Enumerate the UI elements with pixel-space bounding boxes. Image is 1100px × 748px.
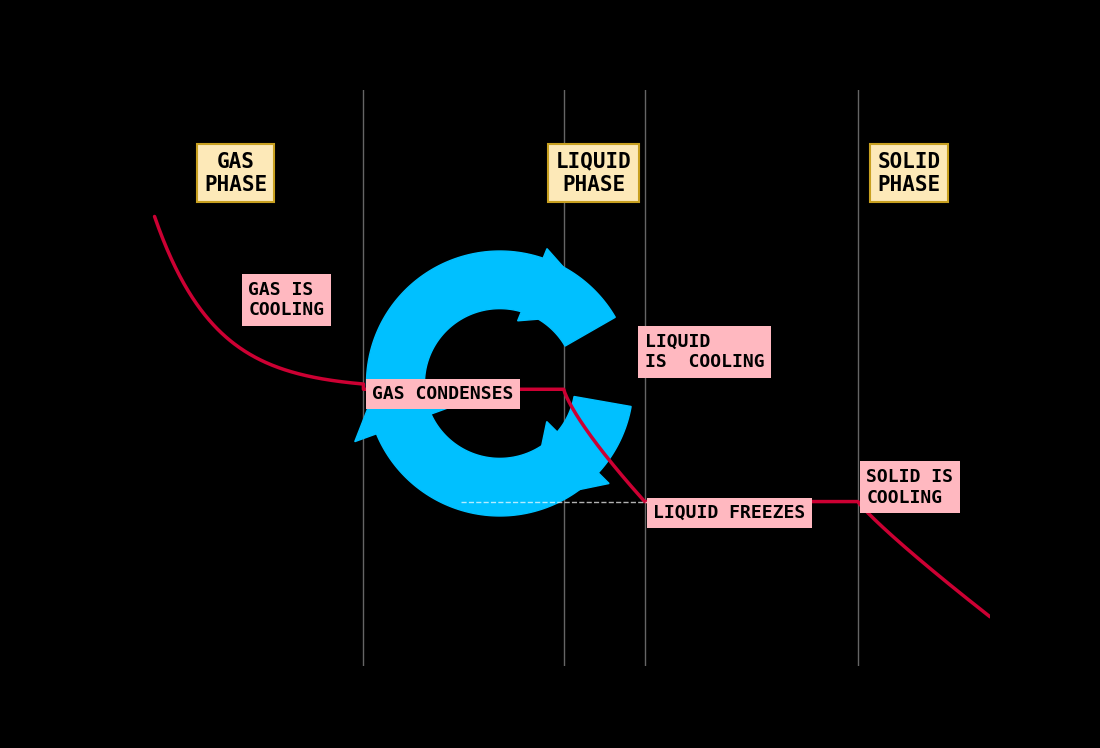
Text: SOLID IS
COOLING: SOLID IS COOLING — [867, 468, 954, 506]
Polygon shape — [518, 248, 605, 321]
Text: LIQUID
IS  COOLING: LIQUID IS COOLING — [645, 332, 764, 371]
Polygon shape — [366, 251, 631, 516]
Polygon shape — [354, 369, 452, 441]
Polygon shape — [530, 422, 609, 500]
Text: SOLID
PHASE: SOLID PHASE — [878, 152, 940, 195]
Text: LIQUID
PHASE: LIQUID PHASE — [556, 152, 631, 195]
Text: GAS IS
COOLING: GAS IS COOLING — [249, 280, 324, 319]
Text: LIQUID FREEZES: LIQUID FREEZES — [653, 504, 805, 522]
Text: GAS CONDENSES: GAS CONDENSES — [372, 385, 514, 403]
Text: GAS
PHASE: GAS PHASE — [204, 152, 267, 195]
